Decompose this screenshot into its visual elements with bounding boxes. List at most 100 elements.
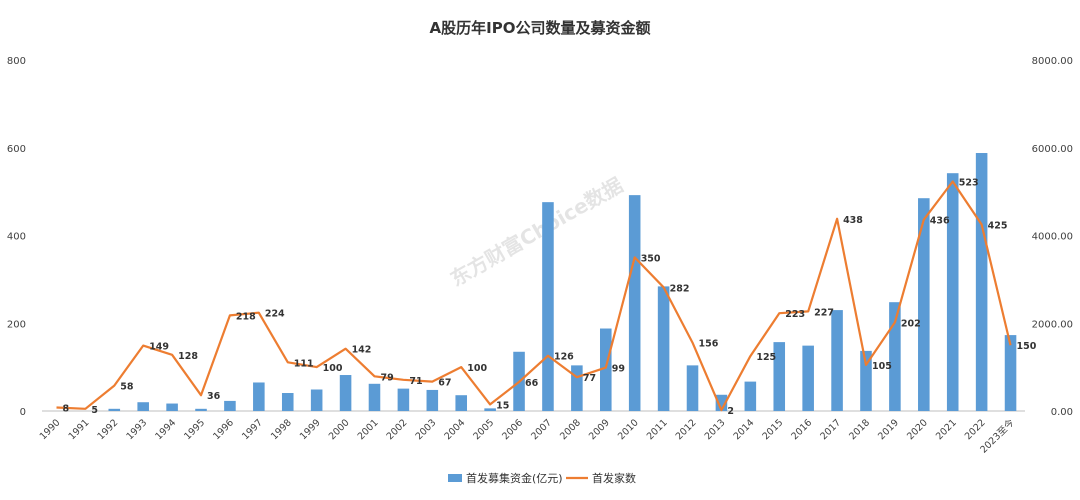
bar	[455, 395, 468, 411]
data-label: 125	[756, 352, 776, 363]
x-tick-label: 1998	[269, 417, 294, 442]
bar	[715, 394, 728, 411]
x-tick-label: 1992	[96, 417, 121, 442]
data-label: 128	[178, 351, 198, 362]
x-tick-label: 2006	[500, 417, 525, 442]
data-label: 99	[612, 364, 625, 375]
data-label: 142	[352, 345, 372, 356]
x-tick-label: 1997	[240, 417, 265, 442]
bar	[599, 328, 612, 411]
watermark-text: 东方财富Choice数据	[446, 173, 627, 291]
x-tick-label: 2000	[327, 417, 352, 442]
y-right-tick-label: 4000.00	[1032, 232, 1073, 243]
x-tick-label: 2013	[703, 417, 728, 442]
data-label: 8	[62, 403, 69, 414]
bar	[1004, 335, 1017, 411]
series-line	[56, 180, 1012, 412]
y-left-tick-label: 0	[20, 407, 26, 418]
bar	[918, 198, 930, 411]
data-label: 126	[554, 352, 574, 363]
x-tick-label: 2008	[558, 417, 583, 442]
x-tick-label: 2002	[385, 417, 410, 442]
bar	[946, 173, 959, 411]
bar	[195, 408, 207, 411]
data-label: 111	[294, 358, 314, 369]
y-left-tick-label: 600	[7, 144, 26, 155]
x-tick-label: 1993	[124, 417, 149, 442]
data-label: 438	[843, 215, 863, 226]
x-tick-label: 2009	[587, 417, 612, 442]
y-right-tick-label: 0.00	[1051, 407, 1073, 418]
x-tick-label: 2005	[471, 417, 496, 442]
bar	[368, 383, 381, 411]
data-label: 105	[872, 361, 892, 372]
data-label: 523	[959, 178, 979, 189]
bar	[744, 381, 757, 411]
y-right-tick-label: 8000.00	[1032, 56, 1073, 67]
data-label: 150	[1017, 341, 1037, 352]
x-tick-label: 1994	[153, 417, 178, 442]
data-label: 79	[380, 372, 393, 383]
data-label: 100	[467, 363, 487, 374]
data-label: 2	[727, 406, 734, 417]
y-right-tick-label: 6000.00	[1032, 144, 1073, 155]
bar	[397, 388, 410, 411]
legend-bar-swatch	[448, 474, 462, 482]
bar	[860, 350, 872, 411]
bar	[137, 402, 149, 411]
data-label: 66	[525, 378, 539, 389]
data-label: 15	[496, 400, 509, 411]
x-tick-label: 1990	[38, 417, 63, 442]
bar	[224, 400, 236, 411]
bar	[975, 153, 988, 411]
data-label: 350	[641, 253, 661, 264]
bar	[831, 310, 843, 411]
x-tick-label: 2018	[847, 417, 872, 442]
bar	[484, 408, 496, 411]
y-right-tick-label: 2000.00	[1032, 319, 1073, 330]
data-label: 58	[120, 382, 134, 393]
data-label: 224	[265, 309, 285, 320]
x-tick-label: 2007	[529, 417, 554, 442]
data-label: 77	[583, 373, 596, 384]
bar	[889, 302, 901, 411]
bar	[108, 408, 121, 411]
y-left-tick-label: 800	[7, 56, 26, 67]
data-label: 425	[988, 221, 1008, 232]
data-label: 202	[901, 318, 921, 329]
x-tick-label: 2011	[645, 417, 670, 442]
data-label: 5	[91, 405, 98, 416]
data-label: 282	[670, 283, 690, 294]
data-label: 67	[438, 378, 451, 389]
x-tick-label: 2014	[732, 417, 757, 442]
x-tick-label: 2020	[905, 417, 930, 442]
bar	[310, 389, 323, 411]
bar	[571, 365, 583, 411]
x-tick-label: 2022	[963, 417, 988, 442]
x-tick-label: 2004	[442, 417, 467, 442]
bar	[657, 286, 670, 411]
legend-bar-label: 首发募集资金(亿元)	[466, 471, 563, 485]
plot-area: 02004006008000.002000.004000.006000.0080…	[7, 56, 1073, 456]
data-label: 227	[814, 307, 834, 318]
y-left-tick-label: 400	[7, 232, 26, 243]
bar	[339, 375, 352, 411]
x-tick-label: 2003	[414, 417, 439, 442]
legend-line-label: 首发家数	[592, 471, 636, 485]
bar	[628, 195, 641, 411]
data-label: 36	[207, 391, 221, 402]
x-tick-label: 1996	[211, 417, 236, 442]
bar	[281, 393, 294, 411]
data-label: 223	[785, 309, 805, 320]
bar	[686, 365, 699, 411]
bar	[253, 382, 265, 411]
data-label: 436	[930, 216, 950, 227]
y-left-tick-label: 200	[7, 319, 26, 330]
legend: 首发募集资金(亿元) 首发家数	[448, 471, 636, 485]
data-label: 71	[409, 376, 422, 387]
x-tick-label: 1991	[67, 417, 92, 442]
x-tick-label: 1999	[298, 417, 323, 442]
x-tick-label: 2019	[876, 417, 901, 442]
